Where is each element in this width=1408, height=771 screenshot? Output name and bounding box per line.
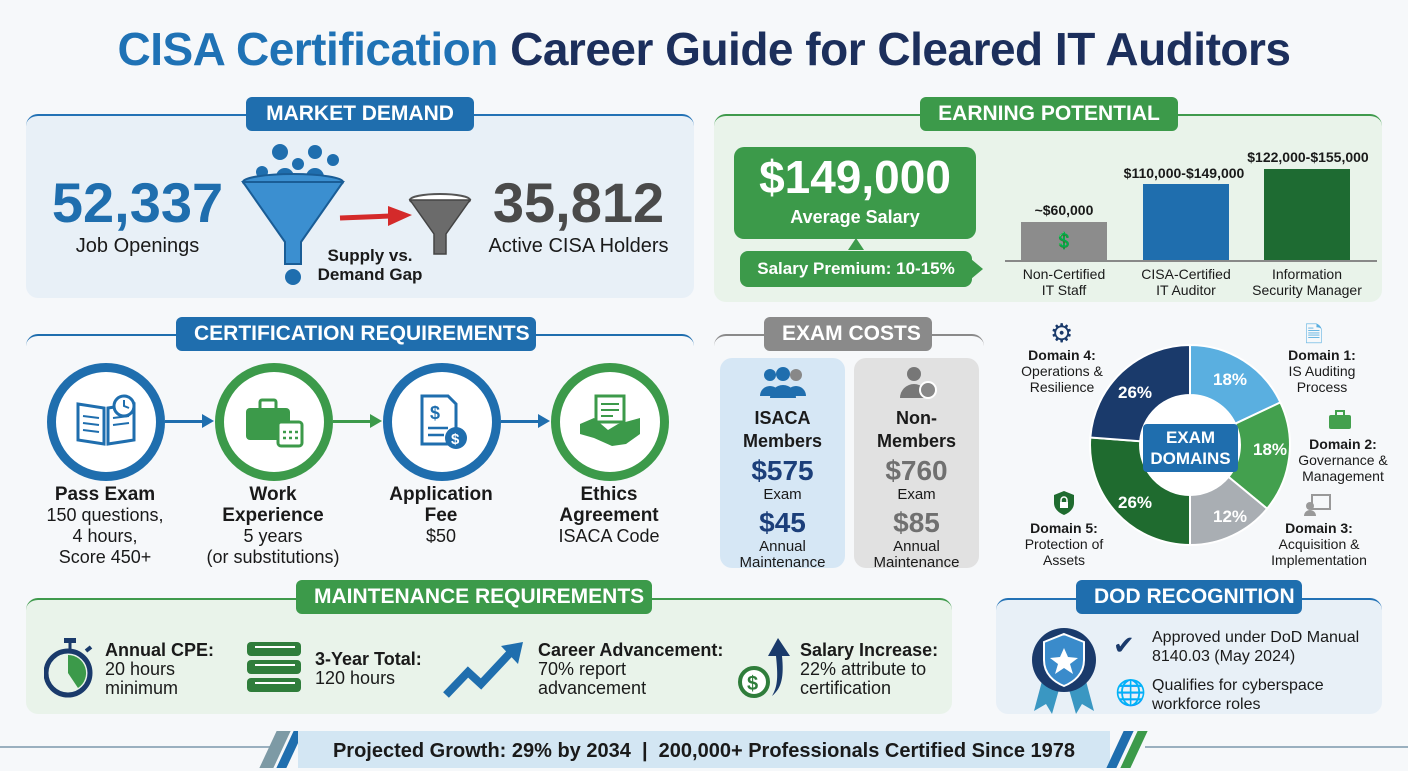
svg-text:$: $ (430, 403, 440, 423)
average-salary-box: $149,000 Average Salary (734, 147, 976, 239)
gear-icon: ⚙ (1050, 318, 1074, 348)
books-icon (247, 642, 301, 692)
document-search-icon: 🗎 (1305, 322, 1323, 347)
maintenance-header: MAINTENANCE REQUIREMENTS (296, 580, 652, 614)
footer-banner: Projected Growth: 29% by 2034 | 200,000+… (298, 731, 1110, 768)
person-icon (899, 367, 937, 399)
group-icon (759, 367, 806, 398)
domain-2-label: Domain 2: Governance & Management (1298, 436, 1388, 484)
dod-recognition-header: DOD RECOGNITION (1076, 580, 1302, 614)
globe-icon: 🌐 (1115, 679, 1147, 707)
page-title: CISA Certification Career Guide for Clea… (117, 23, 1291, 75)
domain-5-label: Domain 5: Protection of Assets (1024, 520, 1104, 568)
three-year-total-item: 3-Year Total: 120 hours (315, 649, 422, 688)
non-members-cost-card: Non- Members $760 Exam $85 Annual Maintena… (854, 358, 979, 571)
salary-increase-item: Salary Increase: 22% attribute to certific… (800, 640, 939, 698)
presentation-icon (1304, 494, 1331, 516)
market-demand-header: MARKET DEMAND (246, 97, 474, 131)
cert-requirements-header: CERTIFICATION REQUIREMENTS (176, 317, 536, 351)
job-openings-stat: 52,337 Job Openings (51, 171, 224, 257)
dollar-growth-icon: $ (738, 638, 790, 698)
application-fee-icon: $ $ (383, 363, 501, 481)
ethics-agreement-icon (551, 363, 669, 481)
earning-potential-header: EARNING POTENTIAL (920, 97, 1178, 131)
salary-bar-chart: 💲 ~$60,000 Non-Certified IT Staff $110,00… (1005, 149, 1377, 300)
domain-1-label: Domain 1: IS Auditing Process (1288, 347, 1356, 395)
stopwatch-icon (44, 638, 93, 698)
pass-exam-icon (47, 363, 165, 481)
bar-non-certified: 💲 (1021, 222, 1107, 260)
check-circle-icon: ✔ (1113, 630, 1135, 660)
briefcase-icon (1329, 410, 1351, 429)
trend-up-icon (443, 642, 523, 698)
exam-costs-header: EXAM COSTS (764, 317, 932, 351)
career-advancement-item: Career Advancement: 70% report advancement (538, 640, 724, 698)
dod-qualifies-text: Qualifies for cyberspace workforce roles (1152, 677, 1324, 713)
step-pass-exam: Pass Exam 150 questions, 4 hours, Score 450… (46, 484, 164, 567)
gap-label: Supply vs. Demand Gap (317, 246, 423, 284)
bar-security-manager (1264, 169, 1350, 260)
domain-3-label: Domain 3: Acquisition & Implementation (1271, 520, 1367, 568)
svg-text:$: $ (451, 431, 460, 448)
donut-center-label: EXAM DOMAINS (1143, 424, 1238, 472)
work-experience-icon (215, 363, 333, 481)
badge-star-icon (1032, 628, 1096, 714)
funnel-icon (241, 144, 472, 285)
shield-lock-icon (1054, 491, 1074, 515)
svg-text:$: $ (747, 673, 758, 695)
market-demand-panel (26, 114, 694, 298)
members-cost-card: ISACA Members $575 Exam $45 Annual Mainten… (720, 358, 845, 571)
holders-stat: 35,812 Active CISA Holders (488, 171, 669, 257)
dod-approved-text: Approved under DoD Manual 8140.03 (May 20… (1152, 629, 1360, 665)
annual-cpe-item: Annual CPE: 20 hours minimum (105, 640, 215, 698)
maintenance-panel (26, 598, 952, 714)
step-application-fee: Application Fee $50 (389, 484, 493, 546)
domain-4-label: Domain 4: Operations & Resilience (1021, 347, 1103, 395)
salary-premium-badge: Salary Premium: 10-15% (740, 251, 972, 287)
bar-cisa-certified (1143, 184, 1229, 260)
step-ethics-agreement: Ethics Agreement ISACA Code (558, 484, 660, 546)
step-work-experience: Work Experience 5 years (or substitutions) (206, 484, 340, 567)
